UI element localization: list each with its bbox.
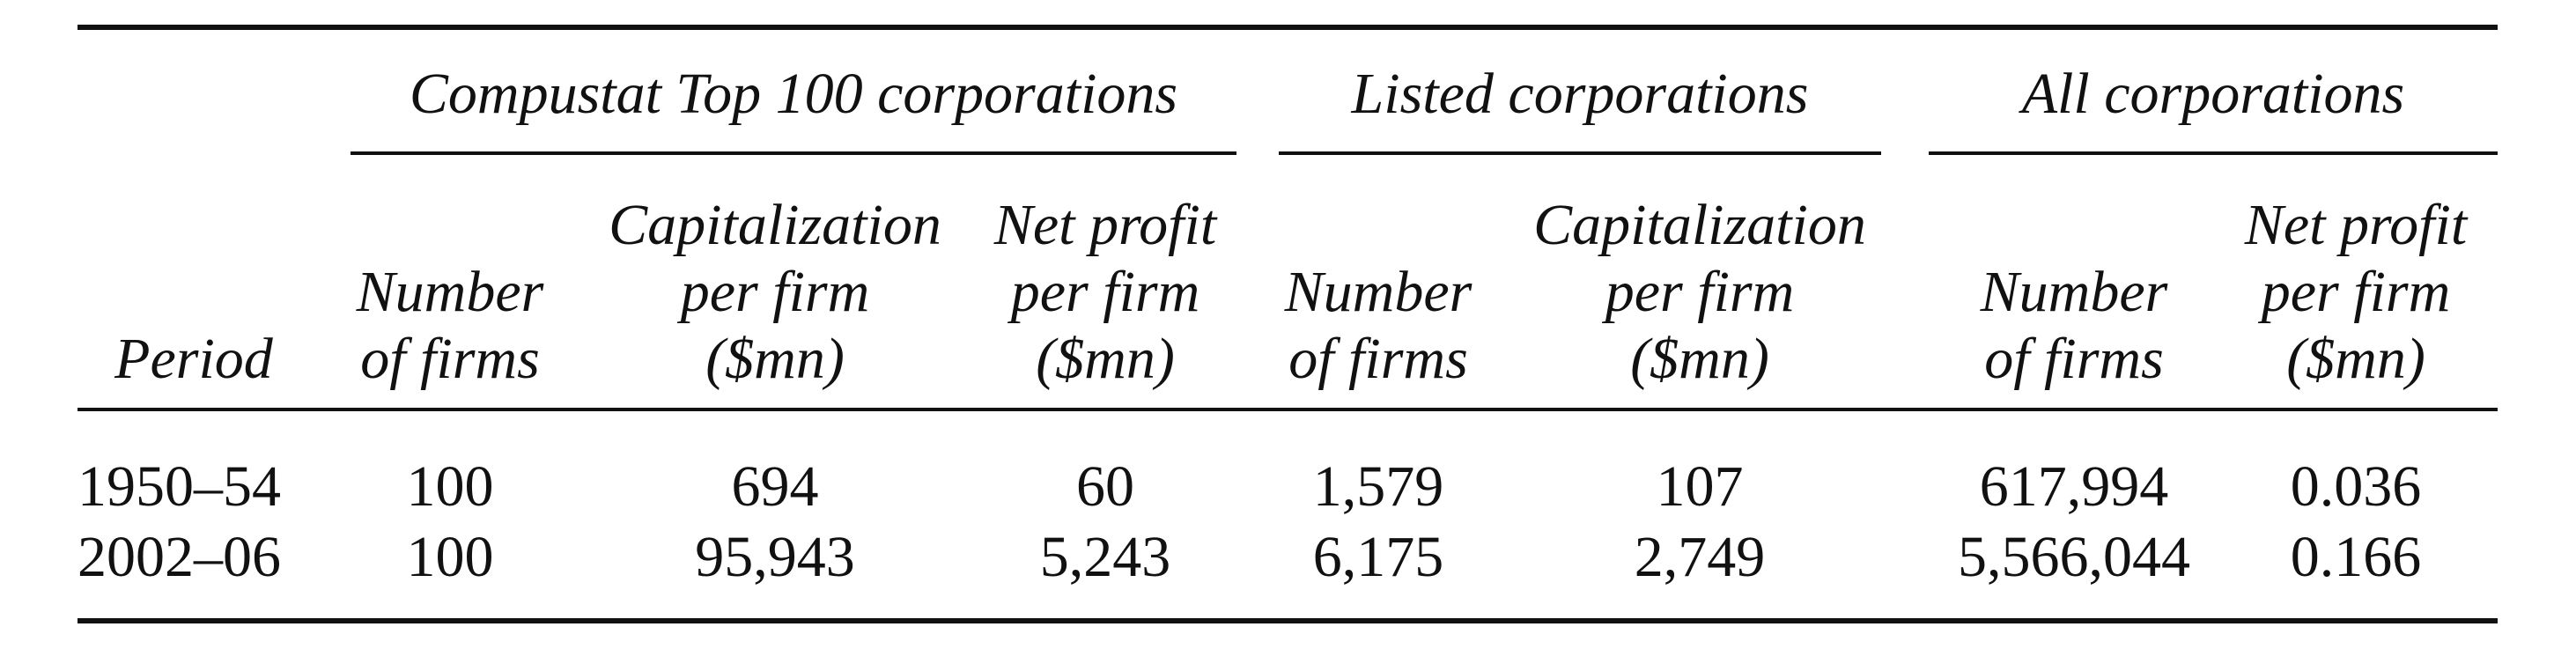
table-cell: 5,566,044 [1958, 525, 2190, 589]
column-header-all-net-profit: Net profit per firm ($mn) [2244, 193, 2468, 391]
bottom-rule [78, 618, 2498, 623]
table-cell: 60 [1076, 454, 1134, 519]
group-header-compustat: Compustat Top 100 corporations [409, 62, 1178, 126]
table-cell: 694 [731, 454, 819, 519]
table-cell: 95,943 [695, 525, 855, 589]
group-header-all: All corporations [2021, 62, 2405, 126]
table-cell: 5,243 [1039, 525, 1171, 589]
table-cell: 2,749 [1634, 525, 1766, 589]
table-cell-period: 1950–54 [78, 454, 281, 519]
column-header-listed-number-of-firms: Number of firms [1284, 260, 1473, 391]
table-cell-period: 2002–06 [78, 525, 281, 589]
group-underline-all [1929, 151, 2498, 155]
table-cell: 6,175 [1312, 525, 1444, 589]
table-cell: 617,994 [1979, 454, 2169, 519]
column-header-period: Period [114, 327, 273, 391]
column-header-compustat-capitalization: Capitalization per firm ($mn) [609, 193, 941, 391]
group-header-listed: Listed corporations [1351, 62, 1809, 126]
column-header-all-number-of-firms: Number of firms [1980, 260, 2168, 391]
table-cell: 0.036 [2290, 454, 2422, 519]
table-cell: 100 [406, 454, 494, 519]
table-cell: 1,579 [1312, 454, 1444, 519]
column-header-listed-capitalization: Capitalization per firm ($mn) [1533, 193, 1866, 391]
table-cell: 107 [1656, 454, 1744, 519]
top-rule [78, 25, 2498, 30]
group-underline-compustat [351, 151, 1236, 155]
table-cell: 100 [406, 525, 494, 589]
header-rule [78, 408, 2498, 411]
table-cell: 0.166 [2290, 525, 2422, 589]
column-header-compustat-net-profit: Net profit per firm ($mn) [993, 193, 1217, 391]
column-header-compustat-number-of-firms: Number of firms [356, 260, 544, 391]
group-underline-listed [1279, 151, 1881, 155]
